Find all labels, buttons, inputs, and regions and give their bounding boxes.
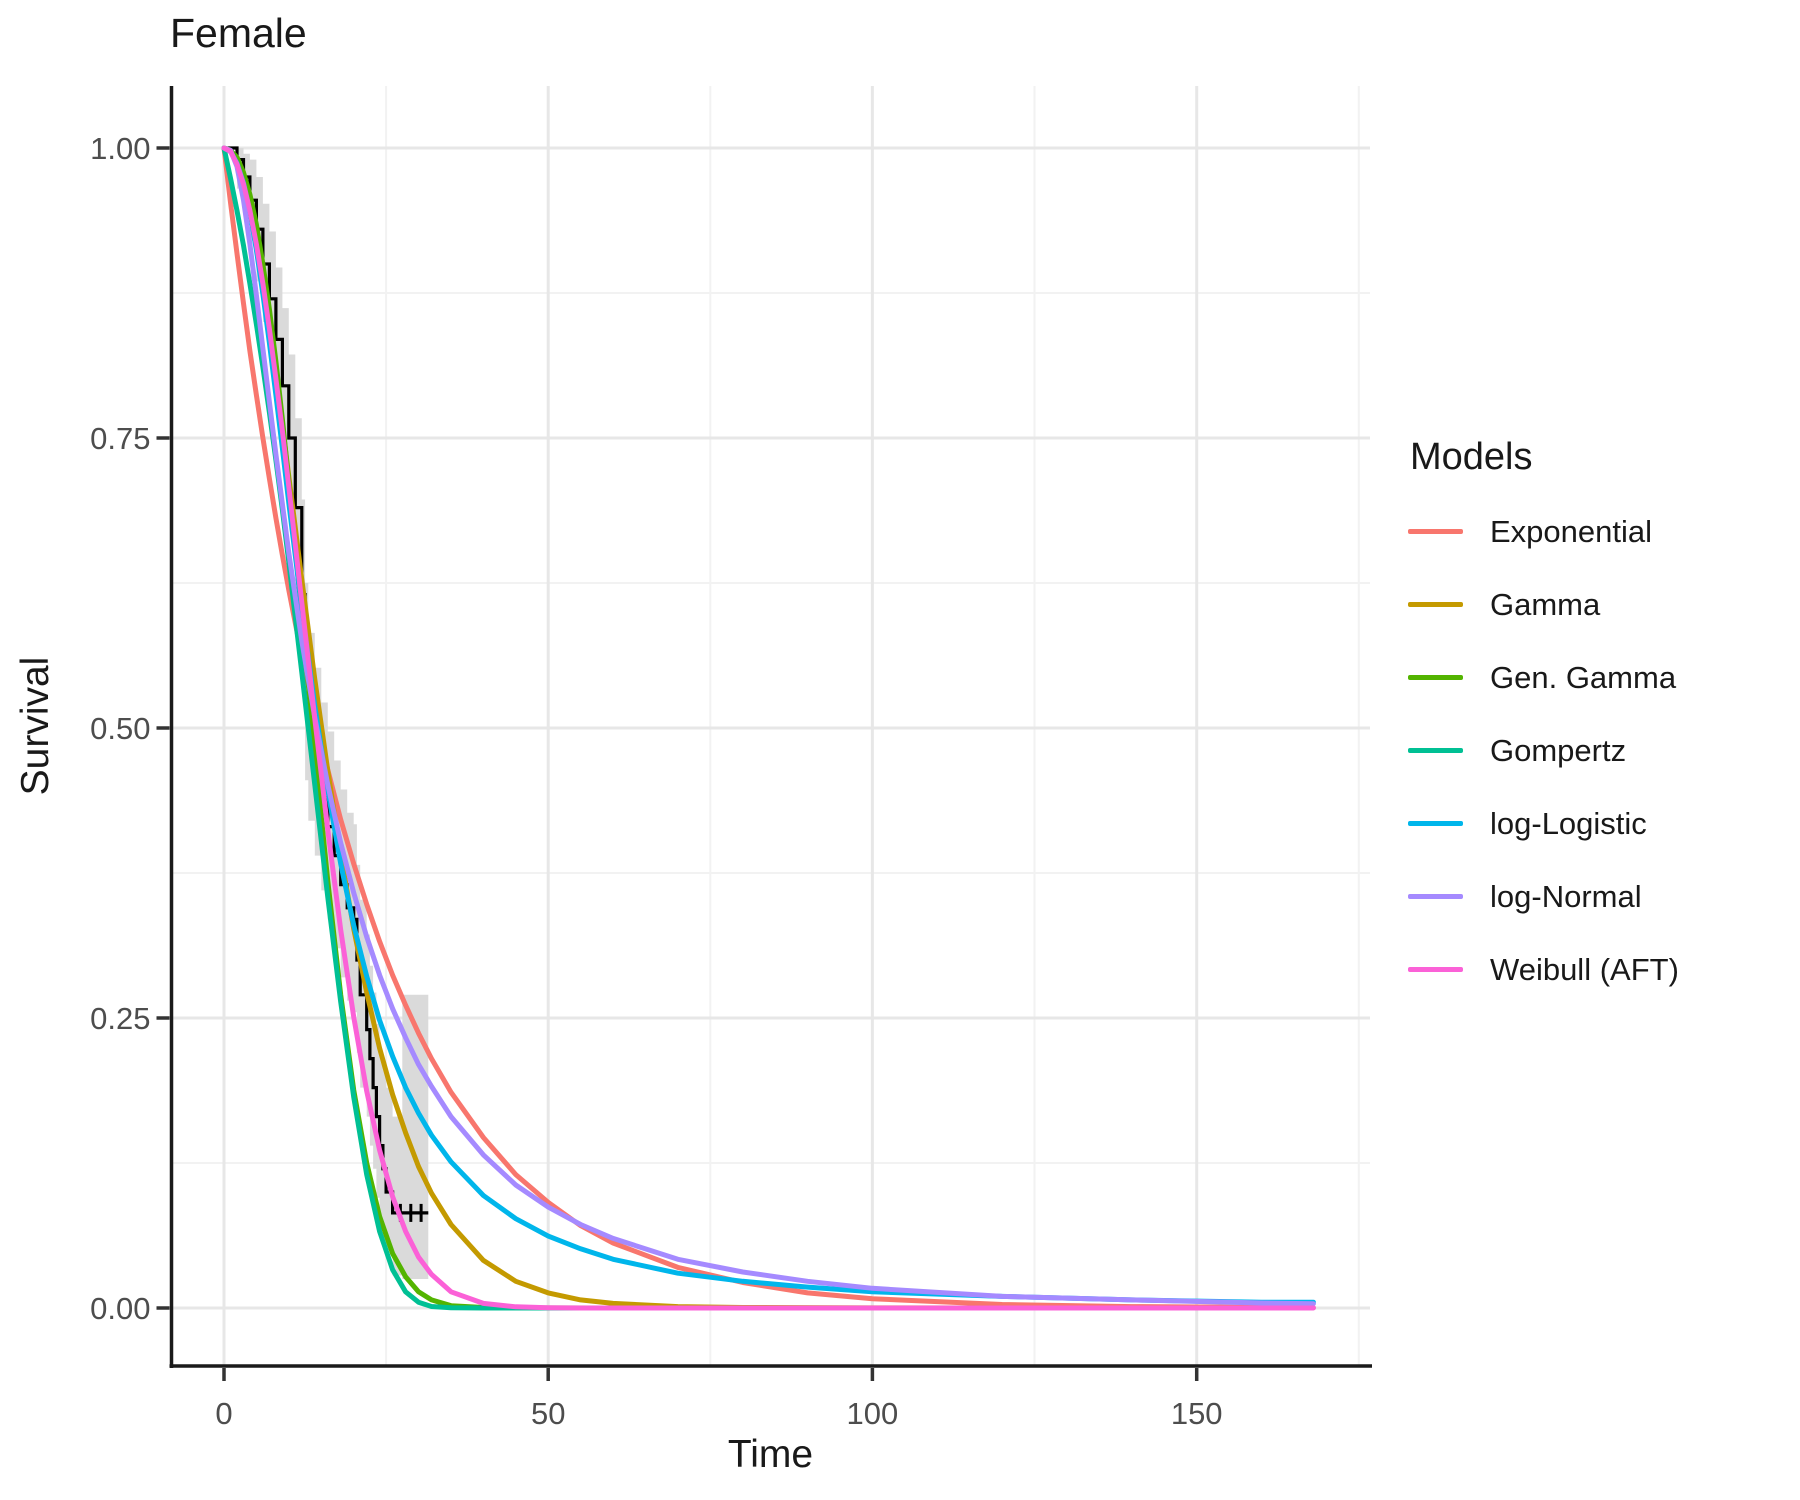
x-tick-label: 50 — [531, 1396, 565, 1431]
legend-rows: Exponential Gamma Gen. Gamma Gompertz log-Lo… — [1408, 495, 1679, 1006]
legend-item: log-Normal — [1408, 860, 1679, 933]
plot-title: Female — [170, 10, 307, 56]
legend: Models Exponential Gamma Gen. Gamma Gompert… — [1408, 436, 1679, 1006]
legend-item: Weibull (AFT) — [1408, 933, 1679, 1006]
legend-item: Exponential — [1408, 495, 1679, 568]
legend-item: Gamma — [1408, 568, 1679, 641]
y-tick-label: 0.50 — [90, 711, 150, 746]
legend-item: Gen. Gamma — [1408, 641, 1679, 714]
y-axis-title: Survival — [14, 656, 57, 796]
x-tick-label: 0 — [215, 1396, 232, 1431]
y-tick-label: 0.75 — [90, 421, 150, 456]
legend-key-line — [1408, 529, 1463, 534]
y-tick-label: 0.00 — [90, 1291, 150, 1326]
legend-item-label: log-Logistic — [1490, 805, 1647, 841]
series-line-gompertz — [221, 145, 694, 1311]
legend-key-line — [1408, 602, 1463, 607]
legend-title: Models — [1410, 436, 1533, 478]
x-tick-label: 100 — [847, 1396, 899, 1431]
legend-item-label: Gamma — [1490, 586, 1601, 622]
legend-item-label: Gen. Gamma — [1490, 659, 1677, 695]
legend-key-line — [1408, 894, 1463, 899]
confidence-ribbon — [224, 148, 429, 1279]
legend-item-label: Gompertz — [1490, 732, 1627, 768]
y-tick-label: 1.00 — [90, 131, 150, 166]
legend-key-line — [1408, 675, 1463, 680]
legend-item-label: log-Normal — [1490, 878, 1642, 914]
x-axis-title: Time — [727, 1433, 814, 1476]
legend-item: log-Logistic — [1408, 787, 1679, 860]
legend-item-label: Weibull (AFT) — [1490, 951, 1679, 987]
series-line-weibull-aft- — [221, 145, 1316, 1311]
y-tick-label: 0.25 — [90, 1001, 150, 1036]
legend-item-label: Exponential — [1490, 513, 1653, 549]
legend-key-line — [1408, 748, 1463, 753]
series-line-log-normal — [221, 145, 1316, 1307]
legend-key-line — [1408, 821, 1463, 826]
x-tick-label: 150 — [1171, 1396, 1223, 1431]
legend-item: Gompertz — [1408, 714, 1679, 787]
legend-key-line — [1408, 967, 1463, 972]
